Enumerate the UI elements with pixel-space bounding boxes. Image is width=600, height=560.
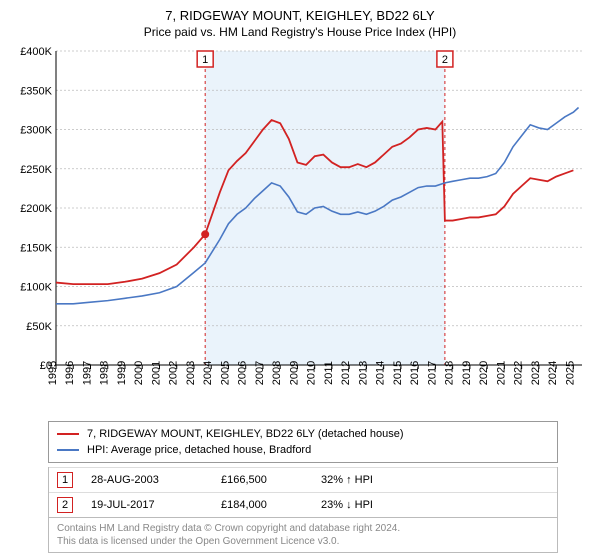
x-tick-label: 1999	[116, 361, 128, 385]
chart-title: 7, RIDGEWAY MOUNT, KEIGHLEY, BD22 6LY	[12, 8, 588, 23]
sales-row-price: £184,000	[221, 499, 321, 511]
x-tick-label: 2021	[495, 361, 507, 385]
y-tick-label: £100K	[20, 282, 52, 294]
y-tick-label: £350K	[20, 85, 52, 97]
chart-area: £0£50K£100K£150K£200K£250K£300K£350K£400…	[12, 45, 588, 415]
y-tick-label: £400K	[20, 46, 52, 58]
y-tick-label: £300K	[20, 125, 52, 137]
x-tick-label: 2025	[564, 361, 576, 385]
sales-row-date: 28-AUG-2003	[91, 474, 221, 486]
x-tick-label: 2004	[202, 361, 214, 385]
sales-row-pct: 32% ↑ HPI	[321, 474, 441, 486]
callout-label: 1	[202, 54, 208, 66]
legend-row: HPI: Average price, detached house, Brad…	[57, 442, 549, 458]
x-tick-label: 2007	[254, 361, 266, 385]
x-tick-label: 2003	[185, 361, 197, 385]
sales-row-pct: 23% ↓ HPI	[321, 499, 441, 511]
x-tick-label: 2012	[340, 361, 352, 385]
legend-label: 7, RIDGEWAY MOUNT, KEIGHLEY, BD22 6LY (d…	[87, 428, 404, 440]
x-tick-label: 2008	[271, 361, 283, 385]
legend-label: HPI: Average price, detached house, Brad…	[87, 444, 311, 456]
x-tick-label: 2015	[392, 361, 404, 385]
x-tick-label: 2023	[530, 361, 542, 385]
y-tick-label: £250K	[20, 164, 52, 176]
x-tick-label: 2001	[150, 361, 162, 385]
footer-line-2: This data is licensed under the Open Gov…	[57, 535, 549, 548]
x-tick-label: 2005	[219, 361, 231, 385]
footer-line-1: Contains HM Land Registry data © Crown c…	[57, 522, 549, 535]
x-tick-label: 2020	[478, 361, 490, 385]
sales-row: 2 19-JUL-2017£184,00023% ↓ HPI	[49, 492, 557, 517]
legend-row: 7, RIDGEWAY MOUNT, KEIGHLEY, BD22 6LY (d…	[57, 426, 549, 442]
sales-row: 1 28-AUG-2003£166,50032% ↑ HPI	[49, 467, 557, 492]
x-tick-label: 2013	[357, 361, 369, 385]
legend: 7, RIDGEWAY MOUNT, KEIGHLEY, BD22 6LY (d…	[48, 421, 558, 463]
sales-table: 1 28-AUG-2003£166,50032% ↑ HPI 2 19-JUL-201…	[48, 467, 558, 518]
sales-row-marker: 1	[57, 472, 73, 488]
x-tick-label: 2018	[444, 361, 456, 385]
x-tick-label: 2024	[547, 361, 559, 385]
x-tick-label: 2017	[426, 361, 438, 385]
legend-swatch	[57, 433, 79, 435]
sales-row-date: 19-JUL-2017	[91, 499, 221, 511]
legend-swatch	[57, 449, 79, 451]
x-tick-label: 2006	[237, 361, 249, 385]
sales-row-marker: 2	[57, 497, 73, 513]
x-tick-label: 2002	[168, 361, 180, 385]
x-tick-label: 1995	[47, 361, 59, 385]
x-tick-label: 2014	[375, 361, 387, 385]
x-tick-label: 2019	[461, 361, 473, 385]
callout-label: 2	[442, 54, 448, 66]
y-tick-label: £150K	[20, 242, 52, 254]
x-tick-label: 2022	[513, 361, 525, 385]
sales-row-price: £166,500	[221, 474, 321, 486]
x-tick-label: 1998	[99, 361, 111, 385]
line-chart-svg: £0£50K£100K£150K£200K£250K£300K£350K£400…	[12, 45, 588, 415]
x-tick-label: 2016	[409, 361, 421, 385]
x-tick-label: 1997	[81, 361, 93, 385]
sale-marker-dot	[201, 230, 209, 238]
x-tick-label: 2000	[133, 361, 145, 385]
x-tick-label: 2011	[323, 361, 335, 385]
x-tick-label: 1996	[64, 361, 76, 385]
footer-attribution: Contains HM Land Registry data © Crown c…	[48, 518, 558, 553]
y-tick-label: £50K	[26, 321, 52, 333]
chart-subtitle: Price paid vs. HM Land Registry's House …	[12, 25, 588, 39]
x-tick-label: 2009	[288, 361, 300, 385]
x-tick-label: 2010	[306, 361, 318, 385]
y-tick-label: £200K	[20, 203, 52, 215]
